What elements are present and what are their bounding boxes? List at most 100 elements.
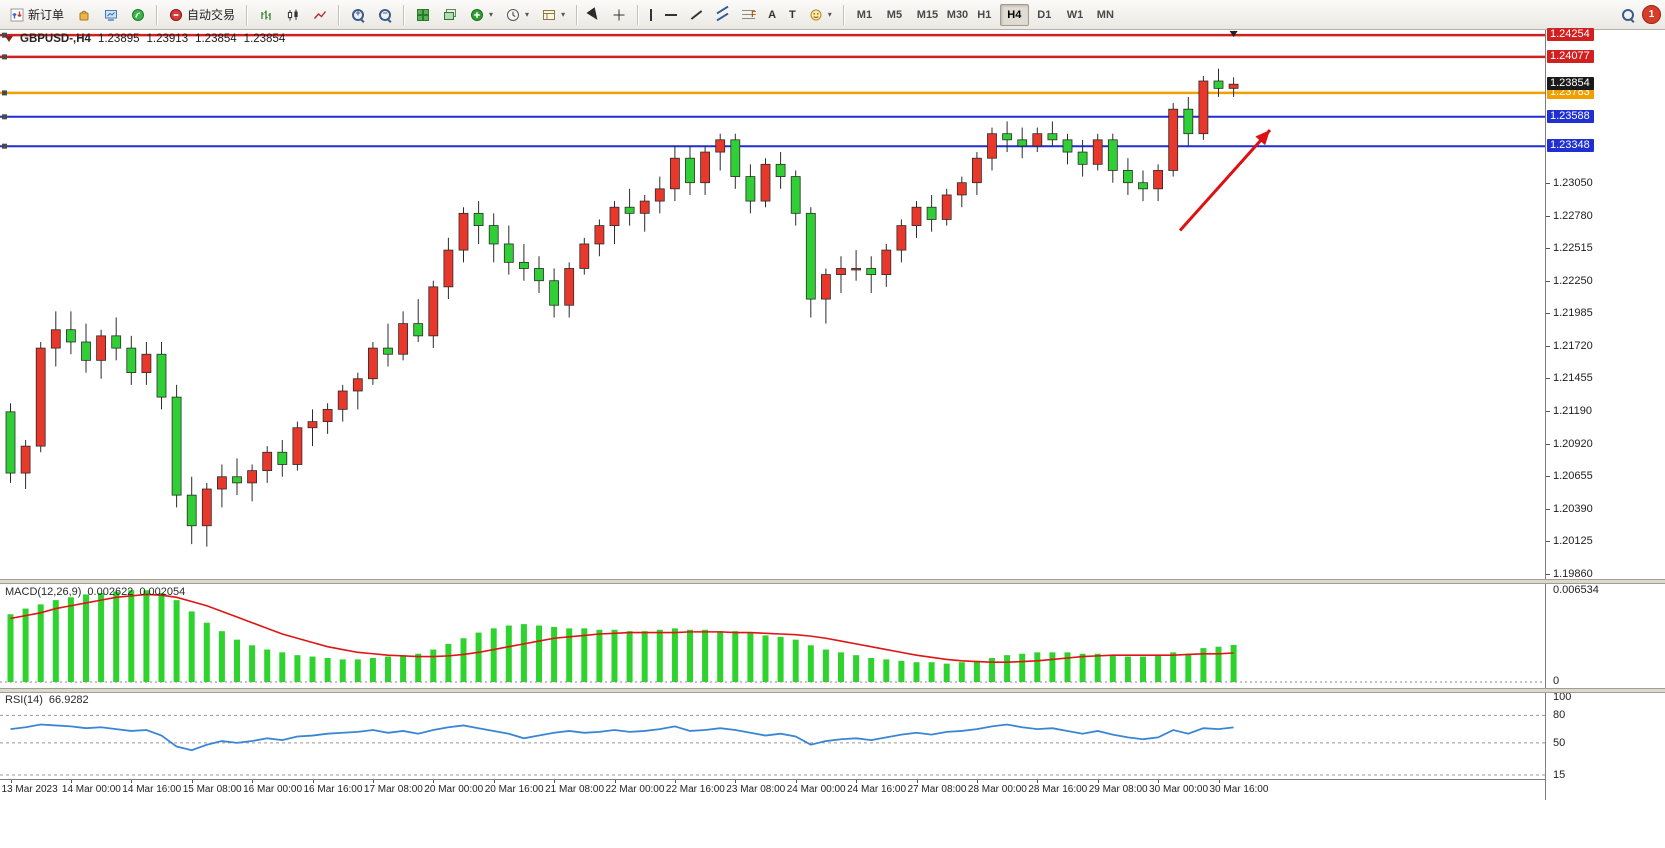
macd-histogram-bar [807,645,814,682]
main-price-chart[interactable] [0,30,1545,579]
macd-histogram-bar [913,662,920,682]
axis-tick [856,780,858,783]
trend-arrow-annotation[interactable] [1178,129,1272,232]
timeframe-h4-button[interactable]: H4 [999,3,1029,26]
market-button[interactable] [71,3,97,27]
candle-body [428,286,439,337]
rsi-scale-label: 50 [1553,736,1566,749]
chart-window: GBPUSD-,H4 1.23895 1.23913 1.23854 1.238… [0,28,1665,848]
macd-histogram-bar [943,663,950,682]
axis-tick [1546,378,1550,380]
fibonacci-tool-button[interactable]: F [736,3,761,27]
quote-open: 1.23895 [97,33,140,45]
price-axis[interactable]: 1.23050 1.22780 1.22515 1.22250 1.21985 1.217… [1545,28,1665,800]
timeframe-w1-button[interactable]: W1 [1060,4,1089,26]
channel-icon [716,5,729,22]
candle-body [367,347,378,380]
channel-tool-button[interactable] [710,3,735,27]
one-click-trading-toggle-icon[interactable] [5,36,13,42]
macd-main-value: 0.002622 [87,586,134,598]
candle-body [1183,108,1194,135]
quote-header: GBPUSD-,H4 1.23895 1.23913 1.23854 1.238… [5,33,285,45]
timeframe-h1-button[interactable]: H1 [970,4,999,26]
candle-body [730,139,741,177]
macd-histogram-bar [883,659,890,682]
time-axis-label: 22 Mar 00:00 [605,784,665,795]
line-handle [2,90,7,96]
tile-windows-button[interactable] [410,3,436,27]
horizontal-price-line[interactable] [0,32,1545,38]
candle-body [488,225,499,245]
horizontal-line-tool-button[interactable] [659,3,683,27]
bar-chart-button[interactable] [253,3,279,27]
macd-histogram-bar [188,611,195,682]
timeframe-m1-button[interactable]: M1 [850,4,879,26]
candle-body [50,329,61,349]
panel-resize-handle[interactable] [0,579,1665,584]
macd-histogram-bar [143,590,150,682]
cursor-button[interactable] [583,3,605,27]
signals-button[interactable] [125,3,151,27]
time-axis[interactable]: 13 Mar 2023 14 Mar 00:00 14 Mar 16:00 15 Ma… [0,779,1665,801]
crosshair-button[interactable] [606,3,632,27]
periods-button[interactable]: ▾ [500,3,535,27]
zoom-out-button[interactable]: − [372,3,398,27]
templates-button[interactable]: ▾ [536,3,571,27]
text-tool-button[interactable]: A [762,3,782,27]
line-handle [2,32,7,38]
axis-tick [1546,410,1550,412]
axis-tick [614,780,616,783]
panel-resize-handle[interactable] [0,688,1665,693]
timeframe-mn-button[interactable]: MN [1090,4,1119,26]
candle-body [549,280,559,306]
timeframe-m30-button[interactable]: M30 [940,4,969,26]
candlestick-chart-button[interactable] [280,3,306,27]
macd-histogram-bar [203,622,210,682]
candle-body [805,212,816,300]
timeframe-m15-button[interactable]: M15 [910,4,939,26]
toolbar-separator [403,4,406,25]
indicators-button[interactable]: ▾ [464,3,499,27]
vertical-line-tool-button[interactable] [644,3,658,27]
macd-histogram-bar [475,632,482,682]
macd-histogram-bar [1019,653,1026,682]
time-axis-label: 14 Mar 16:00 [122,784,182,795]
timeframe-m5-button[interactable]: M5 [880,4,909,26]
candle-body [292,427,303,465]
shapes-tool-button[interactable]: ▾ [803,3,838,27]
zoom-in-button[interactable]: + [345,3,371,27]
search-button[interactable] [1615,3,1641,27]
label-tool-button[interactable]: T [783,3,802,27]
macd-histogram-bar [1034,652,1041,682]
macd-histogram-bar [868,658,875,682]
horizontal-price-line[interactable] [0,114,1545,120]
macd-scale-max-label: 0.006534 [1553,583,1599,596]
macd-signal-value: 0.002054 [139,586,186,598]
macd-histogram-bar [113,591,120,682]
macd-histogram-bar [339,659,346,682]
quote-high: 1.23913 [146,33,189,45]
macd-histogram-bar [37,604,44,682]
trendline-tool-button[interactable] [684,3,709,27]
axis-tick [1546,443,1550,445]
candlestick-chart-icon [286,8,300,22]
horizontal-price-line[interactable] [0,143,1545,149]
cascade-windows-button[interactable] [437,3,463,27]
candle-body [1077,151,1088,165]
new-order-button[interactable]: 新订单 [4,3,70,27]
candle-body [790,176,801,214]
axis-tick [433,780,435,783]
price-tick-label: 1.22780 [1553,209,1593,222]
notification-badge[interactable]: 1 [1642,5,1661,24]
candle-body [715,139,726,153]
candle-body [66,329,76,343]
timeframe-d1-button[interactable]: D1 [1030,4,1059,26]
horizontal-price-line[interactable] [0,54,1545,60]
axis-tick [1158,780,1160,783]
horizontal-price-line[interactable] [0,90,1545,96]
vps-button[interactable] [98,3,124,27]
line-chart-button[interactable] [307,3,333,27]
axis-tick [191,780,193,783]
auto-trading-button[interactable]: 自动交易 [163,3,241,27]
macd-histogram-bar [1064,652,1071,682]
